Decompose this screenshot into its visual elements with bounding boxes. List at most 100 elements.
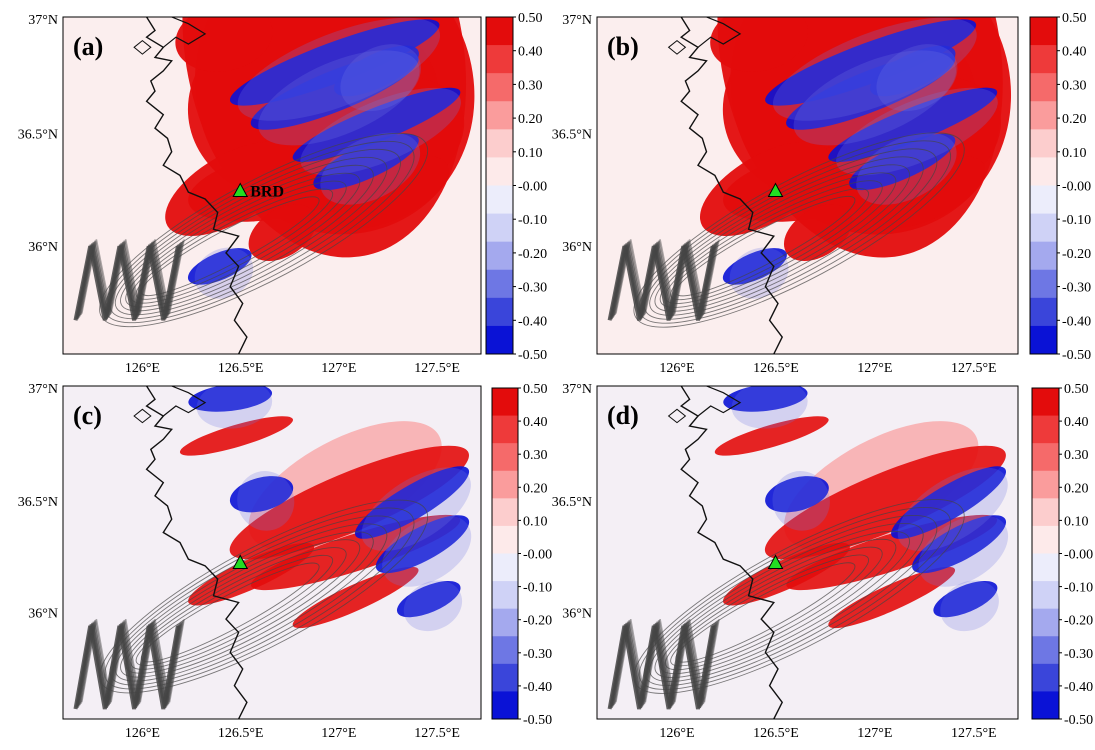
- colorbar-tick-label: 0.10: [1062, 146, 1087, 161]
- colorbar-segment: [1032, 498, 1059, 527]
- colorbar-tick-label: 0.10: [523, 514, 548, 529]
- colorbar-segment: [1032, 608, 1059, 637]
- colorbar-tick-label: 0.40: [523, 415, 548, 430]
- precip-contours: [607, 499, 965, 710]
- coastline: [145, 386, 248, 719]
- colorbar-segment: [1030, 17, 1057, 46]
- colorbar-segment: [1032, 443, 1059, 472]
- positive-anomaly-region: [248, 204, 317, 261]
- contour-line: [135, 554, 334, 666]
- colorbar-tick-label: -0.20: [1064, 614, 1093, 629]
- lat-tick-label: 36°N: [562, 606, 592, 621]
- negative-anomaly-halo: [340, 44, 421, 112]
- colorbar-segment: [492, 443, 518, 472]
- station-marker: [767, 182, 784, 198]
- colorbar-tick-label: 0.40: [1064, 415, 1089, 430]
- negative-anomaly-region: [334, 45, 419, 97]
- colorbar-segment: [1032, 553, 1059, 582]
- negative-anomaly-region: [722, 248, 787, 285]
- colorbar-tick-label: -0.50: [1064, 713, 1093, 728]
- negative-anomaly-region: [292, 87, 461, 162]
- island-outline: [667, 39, 687, 55]
- contour-line: [81, 239, 185, 314]
- plot-frame: [62, 16, 482, 355]
- colorbar-segment: [492, 388, 518, 417]
- colorbar-segment: [1030, 101, 1057, 130]
- positive-anomaly-region: [764, 445, 1006, 560]
- contour-line: [120, 531, 374, 678]
- colorbar-segment: [1030, 325, 1057, 355]
- colorbar-segment: [492, 415, 518, 444]
- colorbar-segment: [1030, 129, 1057, 158]
- positive-anomaly-region: [333, 155, 449, 229]
- colorbar-tick-label: -0.30: [1064, 647, 1093, 662]
- colorbar-tick-label: 0.10: [1064, 514, 1089, 529]
- colorbar-segment: [1032, 415, 1059, 444]
- colorbar-segment: [492, 636, 518, 665]
- coastline: [679, 386, 784, 719]
- coastline-north: [162, 17, 207, 48]
- plot-frame: [596, 385, 1019, 720]
- panel-label: (b): [607, 32, 639, 61]
- contour-line: [664, 180, 883, 304]
- colorbar-tick-label: -0.20: [523, 614, 552, 629]
- lon-tick-label: 126°E: [125, 361, 160, 376]
- colorbar-tick-label: -0.50: [1062, 348, 1091, 363]
- contour-line: [79, 240, 184, 316]
- station-label: BRD: [250, 184, 284, 201]
- colorbar-tick-label: -0.40: [1062, 314, 1091, 329]
- colorbar-tick-label: -0.10: [518, 213, 547, 228]
- colorbar-tick-label: -0.20: [518, 247, 547, 262]
- lat-tick-label: 36°N: [28, 240, 58, 255]
- lat-tick-label: 37°N: [28, 382, 58, 397]
- map-panel: (c) 37°N 36.5°N 36°N 126°E 126.5°E 127°E 127.5°…: [18, 382, 552, 741]
- colorbar-tick-label: 0.20: [1064, 481, 1089, 496]
- colorbar-segment: [1030, 297, 1057, 327]
- colorbar-tick-label: 0.40: [518, 45, 543, 60]
- negative-anomaly-region: [188, 386, 273, 412]
- negative-anomaly-region: [765, 19, 977, 106]
- colorbar-tick-label: -0.00: [1062, 180, 1091, 195]
- colorbar-segment: [1032, 581, 1059, 610]
- anomaly-field: [597, 17, 1018, 354]
- anomaly-field: [63, 386, 481, 719]
- lat-tick-label: 36.5°N: [552, 127, 592, 142]
- colorbar-segment: [486, 45, 513, 74]
- lon-tick-label: 126.5°E: [218, 361, 264, 376]
- negative-anomaly-region: [933, 581, 998, 618]
- colorbar-segment: [492, 525, 518, 554]
- colorbar-tick-label: -0.30: [523, 647, 552, 662]
- negative-anomaly-halo: [300, 87, 461, 176]
- station-marker: [232, 182, 249, 198]
- colorbar-segment: [486, 297, 513, 327]
- negative-anomaly-region: [828, 87, 998, 162]
- panel-label: (d): [607, 401, 639, 430]
- colorbar-tick-label: -0.40: [518, 314, 547, 329]
- negative-anomaly-halo: [793, 50, 957, 146]
- lat-tick-label: 36°N: [562, 240, 592, 255]
- colorbar-tick-label: 0.50: [1062, 11, 1087, 26]
- colorbar-segment: [492, 663, 518, 692]
- lon-tick-label: 127.5°E: [951, 726, 997, 741]
- contour-line: [76, 243, 182, 318]
- colorbar-tick-label: 0.20: [518, 112, 543, 127]
- colorbar: 0.50 0.40 0.30 0.20 0.10 -0.00 -0.10 -0.20 -0.30…: [1029, 11, 1091, 363]
- colorbar-segment: [486, 241, 513, 271]
- lat-tick-label: 36.5°N: [18, 495, 58, 510]
- contour-line: [114, 156, 388, 316]
- contour-line: [135, 188, 334, 300]
- lon-tick-label: 126°E: [659, 361, 694, 376]
- colorbar: 0.50 0.40 0.30 0.20 0.10 -0.00 -0.10 -0.20 -0.30…: [491, 382, 552, 728]
- contour-line: [610, 243, 717, 318]
- map-panel: (a) BRD 37°N 36.5°N 36°N 126°E 126.5°E 127°E 127…: [18, 11, 547, 376]
- contour-line: [130, 547, 347, 670]
- colorbar-segment: [1030, 241, 1057, 271]
- negative-anomaly-region: [354, 466, 470, 539]
- colorbar-segment: [1030, 45, 1057, 74]
- contour-line: [613, 240, 719, 316]
- lon-tick-label: 127.5°E: [414, 361, 460, 376]
- contour-line: [609, 244, 716, 320]
- contour-line: [633, 499, 965, 694]
- lon-tick-label: 126°E: [125, 726, 160, 741]
- contour-line: [613, 620, 719, 704]
